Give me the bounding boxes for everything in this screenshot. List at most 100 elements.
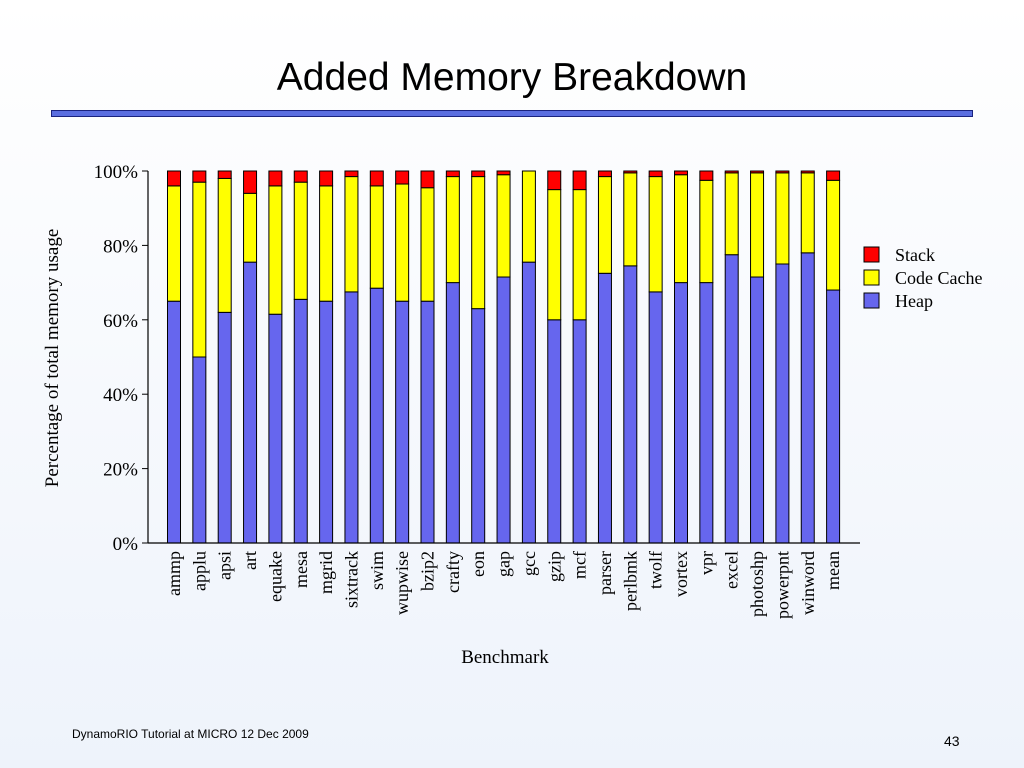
bar-heap-winword [800,252,815,544]
bar-stack-mcf [572,170,587,191]
y-tick-label: 80% [103,236,138,257]
bar-stack-excel [724,170,739,174]
bar-heap-apsi [217,311,232,544]
bar-heap-gzip [547,319,562,544]
bar-code-cache-photoshp [750,172,765,278]
bar-code-cache-vpr [699,179,714,284]
bar-heap-equake [268,313,283,544]
bar-code-cache-wupwise [395,183,410,302]
bar-stack-vpr [699,170,714,181]
x-tick-labels: ammp applu apsi art equake mesa mgrid sixtrack s… [164,551,843,619]
x-tick-label-photoshp: photoshp [747,551,767,617]
bar-stack-twolf [648,170,663,178]
x-tick-label-equake: equake [265,551,285,602]
bar-code-cache-crafty [445,176,460,284]
bar-code-cache-ammp [167,185,181,302]
bar-code-cache-gap [496,174,511,278]
x-tick-label-swim: swim [367,551,387,590]
x-tick-label-mcf: mcf [570,551,590,579]
bar-stack-apsi [217,170,232,179]
y-tick-label: 40% [103,385,138,406]
x-tick-label-gcc: gcc [519,551,539,576]
bar-code-cache-perlbmk [623,172,638,267]
x-tick-label-sixtrack: sixtrack [341,551,361,608]
bar-code-cache-powerpnt [775,172,790,265]
x-tick-label-vortex: vortex [671,551,691,597]
x-tick-label-eon: eon [468,551,488,577]
x-tick-label-twolf: twolf [646,551,666,589]
y-tick-label: 0% [113,534,139,555]
bar-heap-wupwise [395,300,410,544]
bar-code-cache-parser [597,176,612,274]
bar-heap-ammp [167,300,181,544]
bar-heap-powerpnt [775,263,790,544]
x-tick-label-crafty: crafty [443,551,463,593]
bar-heap-excel [724,254,739,544]
bar-stack-crafty [445,170,460,178]
bar-heap-crafty [445,282,460,544]
bar-code-cache-gcc [521,170,536,263]
bar-code-cache-mean [826,179,841,291]
stacked-bar-chart: 0% 20% 40% 60% 80% 100% ammp applu apsi art equak… [42,162,982,668]
legend-swatch-heap [863,292,880,309]
bar-code-cache-excel [724,172,739,256]
x-tick-label-gap: gap [494,551,514,577]
x-tick-label-mesa: mesa [291,551,311,588]
bar-stack-powerpnt [775,170,790,174]
bar-code-cache-winword [800,172,815,254]
bar-heap-twolf [648,291,663,544]
x-tick-label-wupwise: wupwise [392,551,412,615]
bar-heap-bzip2 [420,300,435,544]
x-tick-label-gzip: gzip [544,551,564,582]
bar-heap-vortex [674,282,688,544]
bar-heap-art [243,261,258,544]
bar-code-cache-apsi [217,177,232,313]
x-tick-label-apsi: apsi [215,551,235,580]
bar-stack-bzip2 [420,170,435,189]
bar-code-cache-eon [471,176,486,310]
bar-stack-wupwise [395,170,410,185]
bar-stack-photoshp [750,170,765,174]
bar-code-cache-mcf [572,189,587,321]
bar-heap-mean [826,289,841,544]
legend-label-code-cache: Code Cache [895,268,982,288]
legend-label-heap: Heap [895,291,933,311]
x-tick-label-art: art [240,551,260,570]
y-axis-label: Percentage of total memory usage [42,229,63,488]
legend-swatch-code-cache [863,269,880,286]
legend-label-stack: Stack [895,245,935,265]
bar-stack-mean [826,170,841,181]
x-tick-label-applu: applu [189,551,209,591]
bar-heap-mgrid [319,300,334,544]
bar-heap-sixtrack [344,291,359,544]
y-tick-labels: 0% 20% 40% 60% 80% 100% [94,162,139,555]
bar-stack-sixtrack [344,170,359,178]
bar-stack-winword [800,170,815,174]
bar-stack-ammp [167,170,181,187]
page-number: 43 [944,733,960,749]
bar-code-cache-art [243,192,258,263]
bar-stack-eon [471,170,486,178]
x-tick-label-perlbmk: perlbmk [620,551,640,611]
y-tick-label: 100% [94,162,139,183]
x-tick-label-bzip2: bzip2 [418,551,438,591]
bar-stack-swim [369,170,384,187]
x-tick-label-parser: parser [595,551,615,595]
bar-code-cache-twolf [648,176,663,293]
bar-heap-mcf [572,319,587,544]
bar-stack-gzip [547,170,562,191]
x-tick-label-winword: winword [798,551,818,615]
bar-code-cache-swim [369,185,384,289]
bar-code-cache-vortex [674,174,688,284]
bar-stack-applu [192,170,207,183]
bar-code-cache-gzip [547,189,562,321]
bar-heap-gcc [521,261,536,544]
bar-heap-perlbmk [623,265,638,544]
bar-heap-parser [597,272,612,544]
x-tick-label-excel: excel [722,551,742,589]
bar-code-cache-bzip2 [420,187,435,302]
bar-stack-gap [496,170,511,176]
bar-heap-mesa [293,298,308,544]
y-tick-label: 20% [103,460,138,481]
bar-code-cache-sixtrack [344,176,359,293]
